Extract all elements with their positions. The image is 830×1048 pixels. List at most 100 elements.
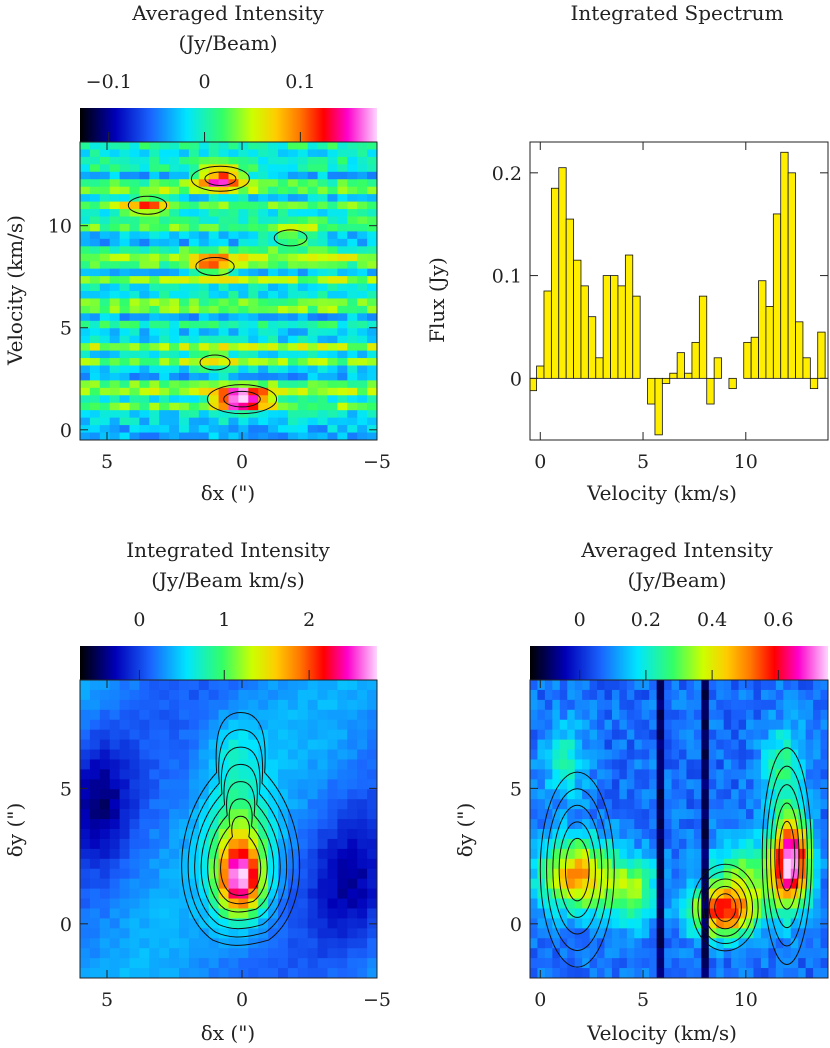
heatmap-cell <box>337 179 348 188</box>
heatmap-cell <box>589 968 598 978</box>
heatmap-cell <box>337 223 348 232</box>
heatmap-cell <box>708 689 717 701</box>
heatmap-cell <box>80 156 91 165</box>
heatmap-cell <box>248 749 259 761</box>
heatmap-cell <box>327 216 338 225</box>
heatmap-cell <box>169 156 180 165</box>
heatmap-cell <box>723 908 732 919</box>
heatmap-cell <box>228 194 239 203</box>
intensity-contour <box>200 763 281 921</box>
heatmap-cell <box>679 858 688 870</box>
heatmap-cell <box>159 402 170 411</box>
heatmap-cell <box>574 898 583 910</box>
intensity-contour <box>213 798 268 905</box>
heatmap-cell <box>307 276 319 285</box>
heatmap-cell <box>129 938 140 949</box>
heatmap-cell <box>798 928 807 939</box>
heatmap-cell <box>708 958 717 969</box>
heatmap-cell <box>119 968 131 978</box>
heatmap-cell <box>738 719 747 731</box>
heatmap-cell <box>198 699 210 711</box>
heatmap-cell <box>99 425 111 434</box>
heatmap-cell <box>248 417 259 426</box>
heatmap-cell <box>228 699 239 711</box>
heatmap-cell <box>619 769 628 780</box>
heatmap-cell <box>746 928 755 939</box>
colorbar-ticks: 0 0.2 0.4 0.6 <box>574 609 793 680</box>
heatmap-cell <box>634 809 643 820</box>
heatmap-cell <box>99 171 111 180</box>
heatmap-cell <box>307 149 319 158</box>
heatmap-cell <box>149 968 160 978</box>
heatmap-cell <box>119 759 131 770</box>
heatmap-cell <box>188 918 200 929</box>
heatmap-cell <box>80 335 91 344</box>
heatmap-cell <box>753 829 762 840</box>
heatmap-cell <box>268 186 279 195</box>
heatmap-cell <box>731 819 740 830</box>
heatmap-cell <box>307 868 319 880</box>
heatmap-cell <box>89 425 101 434</box>
heatmap-cell <box>790 680 799 691</box>
heatmap-cell <box>258 380 269 389</box>
heatmap-cell <box>238 888 249 900</box>
heatmap-cell <box>552 699 561 711</box>
heatmap-cell <box>119 186 131 195</box>
heatmap-cell <box>139 789 150 800</box>
heatmap-cell <box>619 888 628 900</box>
heatmap-cell <box>99 759 111 770</box>
spectrum-bar <box>676 352 685 379</box>
heatmap-cell <box>149 305 160 314</box>
heatmap-cell <box>604 838 613 850</box>
heatmap-cell <box>218 268 230 277</box>
heatmap-cell <box>738 819 747 830</box>
heatmap-cell <box>559 819 568 830</box>
heatmap-cell <box>746 829 755 840</box>
heatmap-cell <box>337 201 348 210</box>
heatmap-cell <box>169 739 180 751</box>
heatmap-cell <box>129 410 140 419</box>
heatmap-cell <box>258 142 269 151</box>
heatmap-cell <box>649 928 658 939</box>
heatmap-cell <box>337 769 348 780</box>
heatmap-cell <box>367 194 377 203</box>
heatmap-cell <box>248 689 259 701</box>
heatmap-cell <box>634 858 643 870</box>
heatmap-cell <box>208 680 220 691</box>
heatmap-cell <box>159 968 170 978</box>
heatmap-cell <box>790 928 799 939</box>
heatmap-cell <box>109 298 121 307</box>
heatmap-cell <box>119 789 131 800</box>
heatmap-cell <box>798 858 807 870</box>
heatmap-cell <box>149 291 160 300</box>
heatmap-cell <box>530 779 539 790</box>
heatmap-cell <box>664 829 673 840</box>
heatmap-cell <box>367 709 377 721</box>
heatmap-cell <box>268 313 279 322</box>
heatmap-cell <box>169 395 180 404</box>
heatmap-cell <box>357 410 368 419</box>
heatmap-cell <box>307 291 319 300</box>
heatmap-cell <box>656 779 665 790</box>
heatmap-cell <box>656 819 665 830</box>
heatmap-cell <box>268 928 279 939</box>
y-axis-label: Flux (Jy) <box>425 257 449 343</box>
heatmap-cell <box>347 938 358 949</box>
heatmap-cell <box>731 739 740 751</box>
heatmap-cell <box>559 838 568 850</box>
heatmap-cell <box>228 223 239 232</box>
heatmap-cell <box>708 938 717 949</box>
heatmap-cell <box>139 819 150 830</box>
heatmap-cell <box>716 759 725 770</box>
heatmap-cell <box>327 878 338 890</box>
heatmap-cell <box>159 769 170 780</box>
heatmap-cell <box>258 968 269 978</box>
heatmap-cell <box>159 328 170 337</box>
heatmap-cell <box>582 819 591 830</box>
heatmap-cell <box>129 335 140 344</box>
heatmap-cell <box>567 799 576 810</box>
heatmap-cell <box>278 156 289 165</box>
heatmap-cell <box>679 938 688 949</box>
heatmap-cell <box>357 231 368 240</box>
heatmap-cell <box>798 968 807 978</box>
